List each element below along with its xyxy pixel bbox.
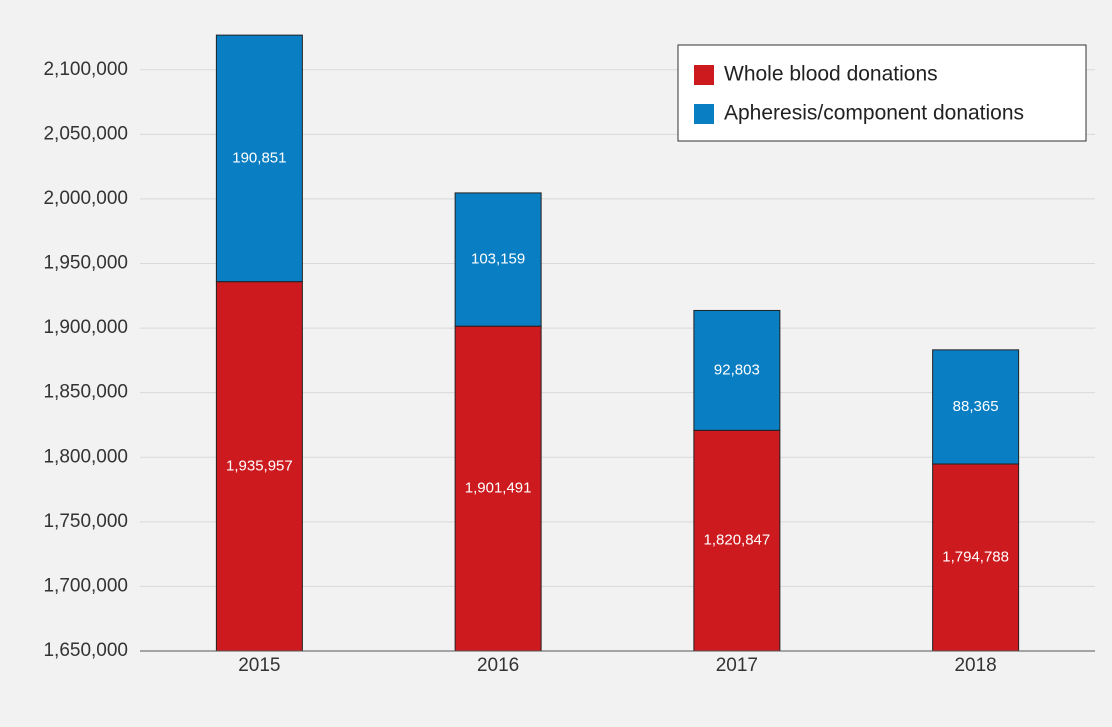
value-label: 1,820,847: [704, 532, 771, 549]
value-label: 1,935,957: [226, 457, 293, 474]
legend-label: Whole blood donations: [724, 63, 938, 86]
legend-label: Apheresis/component donations: [724, 102, 1024, 125]
value-label: 1,901,491: [465, 480, 532, 497]
y-tick-label: 1,850,000: [43, 382, 128, 403]
bar-segment: [215, 281, 303, 652]
value-label: 190,851: [232, 149, 286, 166]
x-tick-label: 2015: [238, 655, 280, 676]
y-tick-label: 1,650,000: [43, 640, 128, 661]
y-tick-label: 1,950,000: [43, 253, 128, 274]
x-tick-label: 2018: [954, 655, 996, 676]
bar-segment: [215, 34, 303, 283]
legend-swatch: [694, 104, 714, 124]
bar-segment: [693, 309, 781, 431]
x-tick-label: 2017: [716, 655, 758, 676]
value-label: 92,803: [714, 361, 760, 378]
value-label: 88,365: [953, 398, 999, 415]
bar-segment: [932, 349, 1020, 465]
y-tick-label: 2,100,000: [43, 59, 128, 80]
legend-box: [677, 44, 1087, 142]
y-tick-label: 2,050,000: [43, 123, 128, 144]
bar-segment: [932, 463, 1020, 652]
y-tick-label: 1,750,000: [43, 511, 128, 532]
x-tick-label: 2016: [477, 655, 519, 676]
bar-segment: [693, 429, 781, 652]
y-tick-label: 1,700,000: [43, 575, 128, 596]
y-tick-label: 1,900,000: [43, 317, 128, 338]
y-tick-label: 1,800,000: [43, 446, 128, 467]
legend-swatch: [694, 65, 714, 85]
value-label: 1,794,788: [942, 548, 1009, 565]
y-tick-label: 2,000,000: [43, 188, 128, 209]
bar-segment: [454, 192, 542, 327]
value-label: 103,159: [471, 251, 525, 268]
